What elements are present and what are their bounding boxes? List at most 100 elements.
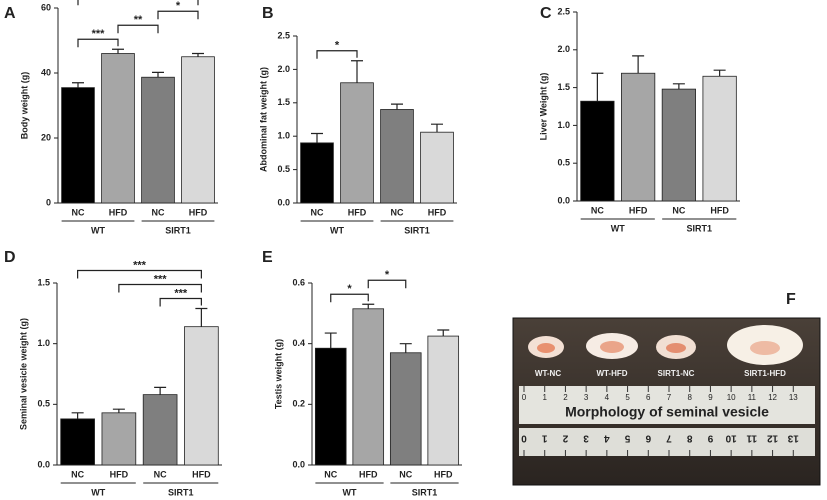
y-tick-label: 1.5 <box>557 82 570 92</box>
ruler-number: 5 <box>625 393 630 402</box>
ruler-number: 3 <box>583 432 589 443</box>
ruler-number: 6 <box>646 393 651 402</box>
ruler-number: 7 <box>666 432 672 443</box>
significance-bracket <box>77 269 202 279</box>
y-tick-label: 40 <box>41 67 51 77</box>
x-tick-label: NC <box>154 469 167 479</box>
significance-bracket <box>77 38 119 48</box>
y-tick-label: 0.0 <box>557 195 570 205</box>
error-bar <box>632 55 645 74</box>
significance-bracket <box>77 0 199 6</box>
ruler-number: 8 <box>686 432 692 443</box>
ruler-number: 13 <box>787 432 799 443</box>
significance-label: * <box>335 40 340 52</box>
error-bar <box>391 103 403 110</box>
photo-label: SIRT1-HFD <box>744 369 786 378</box>
y-axis-label: Testis weight (g) <box>273 339 283 409</box>
y-tick-label: 0.5 <box>557 158 570 168</box>
y-tick-label: 0.0 <box>292 459 305 469</box>
ruler-number: 2 <box>562 432 568 443</box>
x-tick-label: NC <box>71 469 84 479</box>
bar <box>380 109 414 204</box>
bar <box>300 142 334 204</box>
panel-label: A <box>4 5 16 22</box>
x-tick-label: HFD <box>434 469 453 479</box>
x-tick-label: HFD <box>110 469 129 479</box>
ruler-number: 12 <box>768 393 777 402</box>
error-bar <box>72 82 84 88</box>
y-axis-label: Liver Weight (g) <box>538 73 548 141</box>
x-tick-label: NC <box>72 207 85 217</box>
bar <box>427 335 460 466</box>
error-bar <box>591 72 604 102</box>
y-tick-label: 20 <box>41 132 51 142</box>
group-label: SIRT1 <box>412 487 438 497</box>
y-tick-label: 2.0 <box>277 64 290 74</box>
significance-label: *** <box>92 28 106 40</box>
x-tick-label: NC <box>391 207 404 217</box>
error-bar <box>192 52 204 57</box>
error-bar <box>672 83 685 90</box>
x-tick-label: HFD <box>192 469 211 479</box>
group-label: WT <box>343 487 357 497</box>
bar <box>142 394 178 466</box>
y-tick-label: 1.0 <box>37 338 50 348</box>
y-tick-label: 1.5 <box>37 277 50 287</box>
x-tick-label: HFD <box>629 205 648 215</box>
error-bar <box>112 408 125 413</box>
ruler-number: 0 <box>521 432 527 443</box>
bar <box>340 82 374 204</box>
significance-label: *** <box>154 273 168 285</box>
group-label: WT <box>611 223 625 233</box>
group-label: WT <box>91 487 105 497</box>
bar <box>702 75 737 202</box>
significance-bracket <box>117 24 159 34</box>
y-tick-label: 0.5 <box>37 399 50 409</box>
ruler-number: 1 <box>542 393 547 402</box>
error-bar <box>399 343 412 353</box>
ruler <box>519 428 815 456</box>
panel-label: E <box>262 249 273 266</box>
ruler-number: 4 <box>605 393 610 402</box>
bar <box>184 326 219 466</box>
significance-bracket <box>157 10 199 20</box>
x-tick-label: HFD <box>428 207 447 217</box>
ruler-number: 11 <box>746 432 757 443</box>
ruler-number: 13 <box>789 393 798 402</box>
error-bar <box>713 69 726 77</box>
error-bar <box>362 303 375 309</box>
panel-label: C <box>540 5 552 22</box>
bar <box>389 352 422 466</box>
significance-bracket <box>159 297 202 307</box>
bar <box>181 56 215 204</box>
y-tick-label: 1.0 <box>557 120 570 130</box>
error-bar <box>351 60 363 83</box>
bar <box>580 100 615 202</box>
ruler-number: 9 <box>707 432 713 443</box>
error-bar <box>431 123 443 133</box>
significance-bracket <box>330 293 369 303</box>
x-tick-label: NC <box>591 205 604 215</box>
error-bar <box>437 329 450 337</box>
group-label: SIRT1 <box>165 225 191 235</box>
ruler-number: 5 <box>624 432 630 443</box>
x-tick-label: HFD <box>348 207 367 217</box>
ruler-number: 12 <box>767 432 779 443</box>
bar <box>621 72 656 202</box>
x-tick-label: NC <box>399 469 412 479</box>
y-tick-label: 2.0 <box>557 44 570 54</box>
ruler-number: 10 <box>727 393 736 402</box>
group-label: SIRT1 <box>686 223 712 233</box>
group-label: WT <box>91 225 105 235</box>
error-bar <box>311 132 323 143</box>
x-tick-label: NC <box>152 207 165 217</box>
ruler-number: 7 <box>667 393 672 402</box>
x-tick-label: NC <box>324 469 337 479</box>
x-tick-label: HFD <box>359 469 378 479</box>
x-tick-label: NC <box>672 205 685 215</box>
ruler-number: 2 <box>563 393 568 402</box>
significance-bracket <box>316 50 358 59</box>
error-bar <box>195 307 208 327</box>
panel-label: D <box>4 249 16 266</box>
